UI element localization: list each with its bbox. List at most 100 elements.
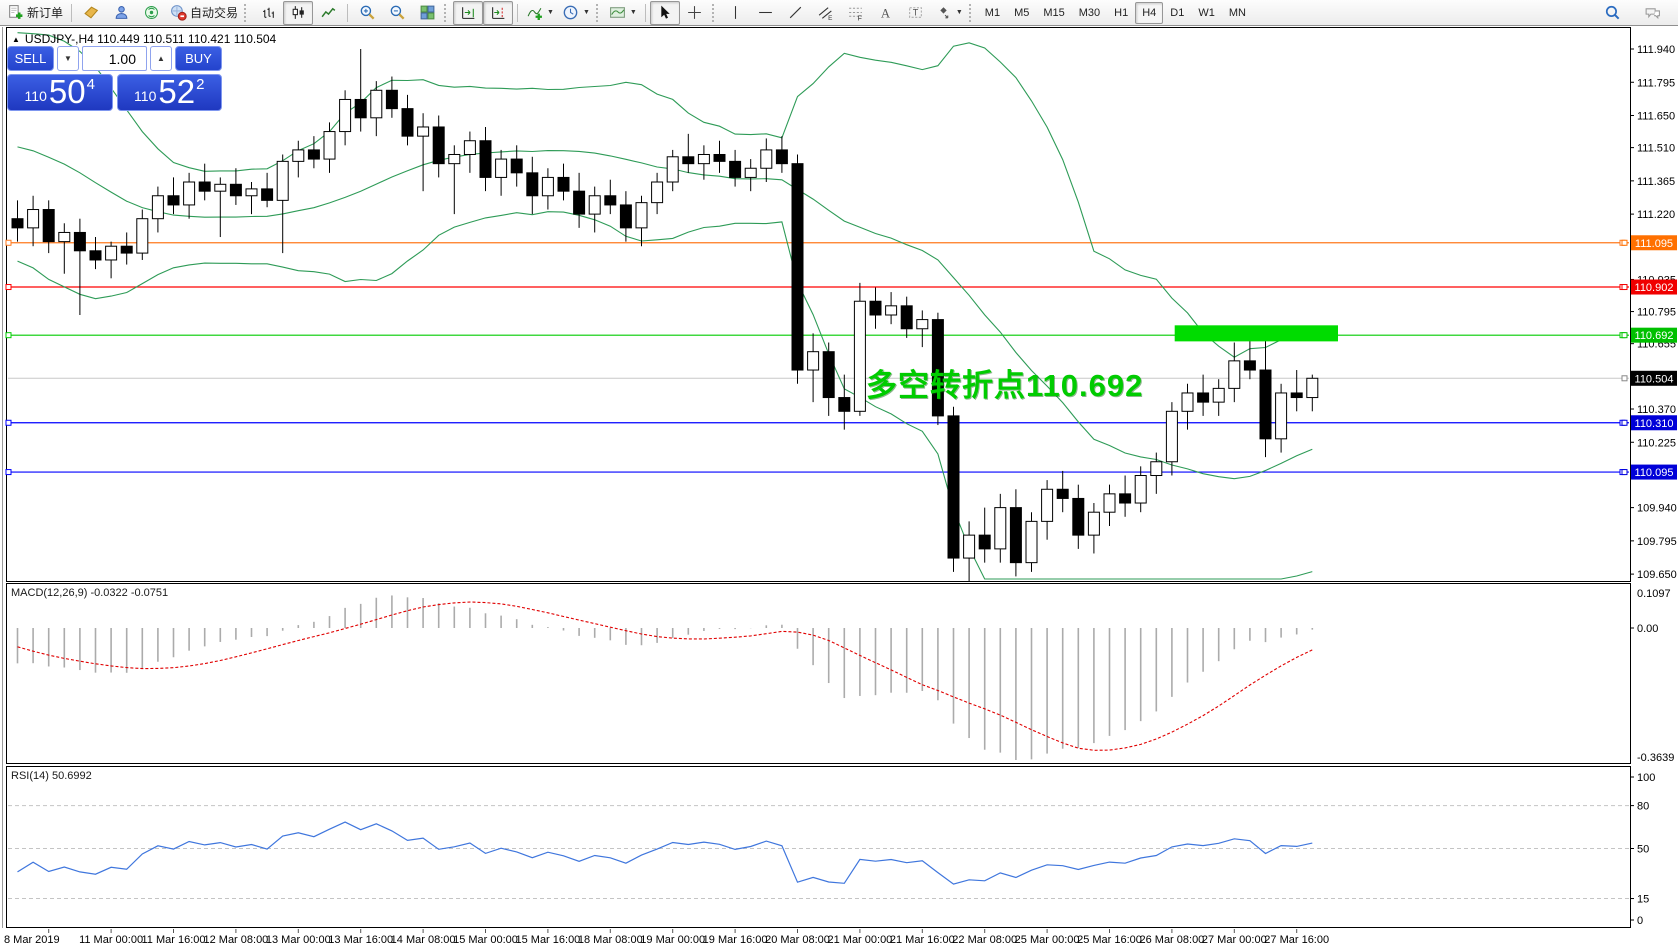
community-button[interactable] (106, 1, 136, 25)
community-icon (115, 6, 127, 19)
svg-text:111.095: 111.095 (1635, 238, 1673, 250)
sell-price-point: 4 (86, 76, 95, 93)
market-icon (83, 6, 98, 19)
svg-text:21 Mar 00:00: 21 Mar 00:00 (827, 934, 892, 946)
svg-text:25 Mar 00:00: 25 Mar 00:00 (1015, 934, 1080, 946)
svg-text:15: 15 (1637, 894, 1649, 906)
volume-input[interactable]: 1.00 (82, 46, 147, 71)
fibonacci-button[interactable]: F (841, 1, 871, 25)
svg-text:21 Mar 16:00: 21 Mar 16:00 (890, 934, 955, 946)
toolbar-right-icons (1597, 1, 1675, 25)
chart-shift-button[interactable] (483, 0, 514, 25)
bear-candle (1119, 493, 1132, 504)
search-button[interactable] (1597, 1, 1627, 25)
vline-button[interactable] (721, 1, 751, 25)
bar-chart-button[interactable] (253, 1, 283, 25)
bear-candle (729, 160, 742, 178)
bear-candle (791, 163, 804, 371)
autotrading-button-label: 自动交易 (190, 6, 239, 20)
timeframe-h4-button[interactable]: H4 (1135, 1, 1164, 24)
autotrading-button[interactable]: 自动交易 (166, 1, 242, 25)
svg-text:12 Mar 08:00: 12 Mar 08:00 (203, 934, 268, 946)
tile-windows-button[interactable] (412, 1, 442, 25)
timeframe-m30-button[interactable]: M30 (1078, 6, 1101, 19)
bear-candle (619, 204, 632, 229)
price-label-110.310 (1631, 415, 1677, 431)
timeframe-d1-button[interactable]: D1 (1170, 6, 1185, 19)
indicators-button[interactable]: ▼ (522, 1, 558, 25)
autotrading-icon (171, 5, 187, 21)
bull-candle (27, 209, 40, 229)
crosshair-button[interactable] (680, 1, 710, 25)
chat-button[interactable] (1637, 1, 1667, 25)
bear-candle (89, 250, 102, 261)
bull-candle (760, 149, 773, 169)
bull-candle (417, 126, 430, 137)
bear-candle (557, 176, 570, 192)
svg-text:109.795: 109.795 (1637, 536, 1677, 548)
hline-button[interactable] (751, 1, 781, 25)
buy-price-pips: 52 (158, 73, 196, 110)
svg-text:15 Mar 00:00: 15 Mar 00:00 (453, 934, 518, 946)
timeframe-m1-button[interactable]: M1 (984, 6, 1001, 19)
cursor-button[interactable] (649, 0, 680, 25)
bull-candle (495, 158, 508, 178)
svg-text:-0.3639: -0.3639 (1637, 752, 1674, 764)
bull-candle (541, 176, 554, 197)
bull-candle (276, 160, 289, 201)
zoom-in-button[interactable] (352, 1, 382, 25)
timeframe-h1-button[interactable]: H1 (1114, 6, 1129, 19)
chart-title-text: USDJPY-,H4 110.449 110.511 110.421 110.5… (24, 32, 277, 46)
buy-button[interactable]: BUY (175, 46, 222, 71)
price-label-110.095 (1631, 464, 1677, 480)
svg-text:22 Mar 08:00: 22 Mar 08:00 (952, 934, 1017, 946)
rsi-indicator-label: RSI(14) 50.6992 (11, 770, 92, 782)
collapse-triangle-icon[interactable]: ▲ (12, 34, 20, 44)
buy-price-display[interactable]: 110 52 2 (116, 73, 222, 111)
macd-indicator-label: MACD(12,26,9) -0.0322 -0.0751 (11, 587, 169, 599)
toolbar-separator (711, 3, 717, 22)
periods-button[interactable]: ▼ (558, 1, 594, 25)
bear-candle (510, 158, 523, 174)
sell-button[interactable]: SELL (7, 46, 54, 71)
bear-candle (120, 245, 133, 254)
svg-text:13 Mar 00:00: 13 Mar 00:00 (266, 934, 331, 946)
signals-button[interactable] (136, 1, 166, 25)
text-button[interactable]: A (871, 1, 901, 25)
new-order-button[interactable]: 新订单 (3, 1, 67, 25)
line-chart-button[interactable] (313, 1, 343, 25)
trendline-button[interactable] (781, 1, 811, 25)
channel-button[interactable]: E (811, 1, 841, 25)
bear-candle (775, 149, 788, 165)
candle-chart-button[interactable] (283, 0, 314, 25)
bollinger-upper-band (17, 32, 1313, 358)
fibonacci-icon: F (849, 7, 863, 21)
toolbar: 新订单 自动交易 ▼ ▼ ▼ E F A T ▼ M1 M5 M15 M30 H1 H4 D1 W1 MN (0, 0, 1678, 26)
volume-decrease-button[interactable]: ▼ (57, 46, 79, 71)
timeframe-w1-button[interactable]: W1 (1198, 6, 1215, 19)
arrows-button[interactable]: ▼ (931, 1, 967, 25)
bear-candle (604, 195, 617, 206)
auto-scroll-button[interactable] (453, 0, 484, 25)
templates-button[interactable]: ▼ (605, 1, 641, 25)
bear-candle (978, 534, 991, 550)
label-button[interactable]: T (901, 1, 931, 25)
toolbar-separator (347, 3, 349, 22)
bull-candle (916, 319, 929, 330)
svg-text:8 Mar 2019: 8 Mar 2019 (4, 934, 60, 946)
timeframe-mn-button[interactable]: MN (1228, 6, 1246, 19)
bull-candle (1025, 520, 1038, 564)
bollinger-bands (17, 32, 1313, 580)
bull-candle (1275, 392, 1288, 440)
timeframe-m5-button[interactable]: M5 (1014, 6, 1030, 19)
market-button[interactable] (76, 1, 106, 25)
timeframe-m15-button[interactable]: M15 (1043, 6, 1065, 19)
svg-text:0: 0 (1637, 915, 1643, 927)
volume-increase-button[interactable]: ▲ (150, 46, 172, 71)
zoom-out-button[interactable] (382, 1, 412, 25)
bear-candle (354, 98, 367, 119)
svg-text:0.1097: 0.1097 (1637, 588, 1671, 600)
bear-candle (167, 195, 180, 206)
sell-price-display[interactable]: 110 50 4 (7, 74, 113, 111)
